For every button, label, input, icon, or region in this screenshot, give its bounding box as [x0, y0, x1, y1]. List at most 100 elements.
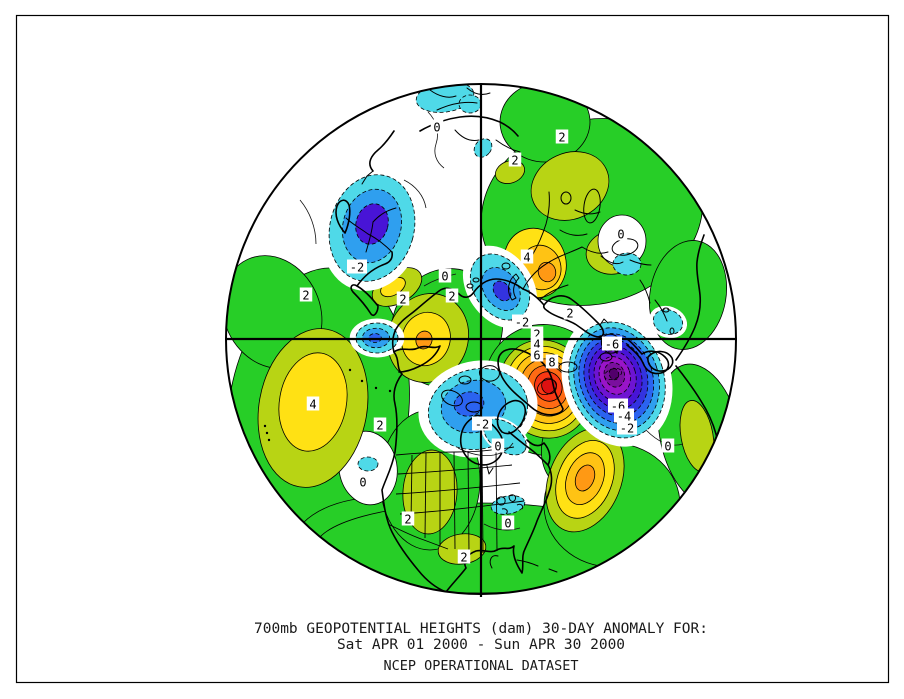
- sicily: [662, 307, 670, 313]
- eurasia-border-2: [539, 284, 569, 301]
- eurasia-border-1: [522, 246, 583, 290]
- contour-label-25: 0: [359, 476, 366, 490]
- contour-label-box-21: [617, 420, 637, 435]
- amur-negative-band-2: [355, 203, 389, 245]
- turkey: [629, 259, 652, 266]
- cuba: [516, 559, 539, 567]
- contour-label-5: 2: [302, 289, 309, 303]
- contour-label-box-9: [520, 249, 534, 264]
- contour-label-box-24: [373, 417, 387, 432]
- greenland: [497, 348, 564, 416]
- white-sea: [522, 288, 545, 306]
- contour-label-box-20: [614, 408, 634, 423]
- labrador-coast: [526, 439, 551, 466]
- contour-label-3: 0: [617, 228, 624, 242]
- map-graticule: [225, 83, 737, 597]
- contour-label-1: 2: [511, 154, 518, 168]
- contour-label-box-18: [491, 438, 505, 453]
- map-source: NCEP OPERATIONAL DATASET: [383, 658, 578, 674]
- contour-label-box-5: [299, 287, 313, 302]
- severnaya-zemlya-2: [472, 277, 480, 283]
- contour-label-box-16: [545, 354, 559, 369]
- contour-label-box-27: [457, 549, 471, 564]
- contour-label-box-23: [306, 396, 320, 411]
- arctic-top-negative-2-band-0: [458, 94, 482, 114]
- contour-label-4: -2: [350, 261, 364, 275]
- contour-label-8: 0: [441, 270, 448, 284]
- sardinia: [669, 327, 675, 335]
- contour-label-box-22: [661, 438, 675, 453]
- aleutian-dots: [348, 368, 392, 393]
- contour-label-9: 4: [523, 251, 530, 265]
- victoria-island: [441, 389, 463, 407]
- contour-label-box-0: [430, 119, 444, 134]
- yucatan: [489, 555, 499, 569]
- contour-label-27: 2: [460, 551, 467, 565]
- asia-border-2: [436, 101, 478, 111]
- contour-label-box-28: [501, 515, 515, 530]
- contour-label-11: 2: [566, 307, 573, 321]
- ural-line: [527, 191, 550, 263]
- asia-border-4: [495, 139, 521, 153]
- korea: [361, 170, 374, 185]
- anomaly-field-layer: [226, 84, 736, 594]
- contour-label-23: 4: [309, 398, 316, 412]
- contour-label-box-26: [401, 511, 415, 526]
- baffin-island: [496, 399, 527, 435]
- contour-label-box-14: [530, 336, 544, 351]
- contour-label-box-2: [555, 129, 569, 144]
- manchuria-border: [372, 207, 397, 223]
- asia-east-coast: [369, 130, 395, 172]
- contour-label-box-15: [530, 347, 544, 362]
- ireland: [599, 352, 613, 362]
- greenland-inner-ring: [537, 378, 557, 396]
- great-lakes-negative-band-0: [490, 495, 526, 515]
- na-west-coast: [381, 351, 447, 593]
- eurasia-border-6: [574, 209, 601, 215]
- okhotsk-coast: [356, 251, 393, 287]
- contour-label-box-1: [508, 152, 522, 167]
- map-title: 700mb GEOPOTENTIAL HEIGHTS (dam) 30-DAY …: [254, 621, 708, 637]
- novaya-zemlya: [508, 273, 520, 301]
- contour-label-15: 6: [533, 349, 540, 363]
- contour-label-26: 2: [404, 513, 411, 527]
- eurasia-border-3: [581, 246, 609, 254]
- asia-coast-top-2: [466, 87, 491, 95]
- aral-sea: [560, 191, 572, 205]
- contour-label-0: 0: [433, 121, 440, 135]
- iceland: [558, 361, 578, 373]
- contour-label-21: -2: [620, 422, 634, 436]
- pacific-hole-negative-dot-band-0: [357, 456, 379, 472]
- kamchatka: [350, 284, 379, 317]
- contour-label-box-10: [512, 314, 532, 329]
- pole-diamond-negative-band-0: [473, 138, 493, 158]
- amur-border: [345, 217, 393, 253]
- contour-label-box-8: [438, 268, 452, 283]
- contour-label-box-11: [563, 305, 577, 320]
- contour-label-box-3: [614, 226, 628, 241]
- hispaniola: [548, 568, 558, 573]
- atlantic-inner-ring: [603, 368, 623, 380]
- asia-coast-top-1: [429, 89, 457, 98]
- eurasia-border-4: [559, 229, 588, 236]
- caption-block: 700mb GEOPOTENTIAL HEIGHTS (dam) 30-DAY …: [254, 621, 708, 674]
- contour-label-20: -4: [617, 410, 631, 424]
- contour-label-17: -2: [475, 418, 489, 432]
- figure-frame: [15, 14, 890, 684]
- contour-label-box-4: [347, 259, 367, 274]
- contour-label-16: 8: [548, 356, 555, 370]
- contour-label-box-7: [445, 288, 459, 303]
- italy: [654, 299, 668, 322]
- hawaii-dots: [263, 424, 271, 442]
- alaska-coast: [393, 345, 441, 373]
- map-period: Sat APR 01 2000 - Sun APR 30 2000: [337, 637, 625, 653]
- russia-arctic-coast: [391, 278, 524, 353]
- uk-atlantic-negative-band-8: [608, 367, 620, 381]
- contour-label-6: 2: [399, 293, 406, 307]
- contour-label-28: 0: [504, 517, 511, 531]
- contour-label-box-6: [396, 291, 410, 306]
- iberia: [647, 350, 674, 372]
